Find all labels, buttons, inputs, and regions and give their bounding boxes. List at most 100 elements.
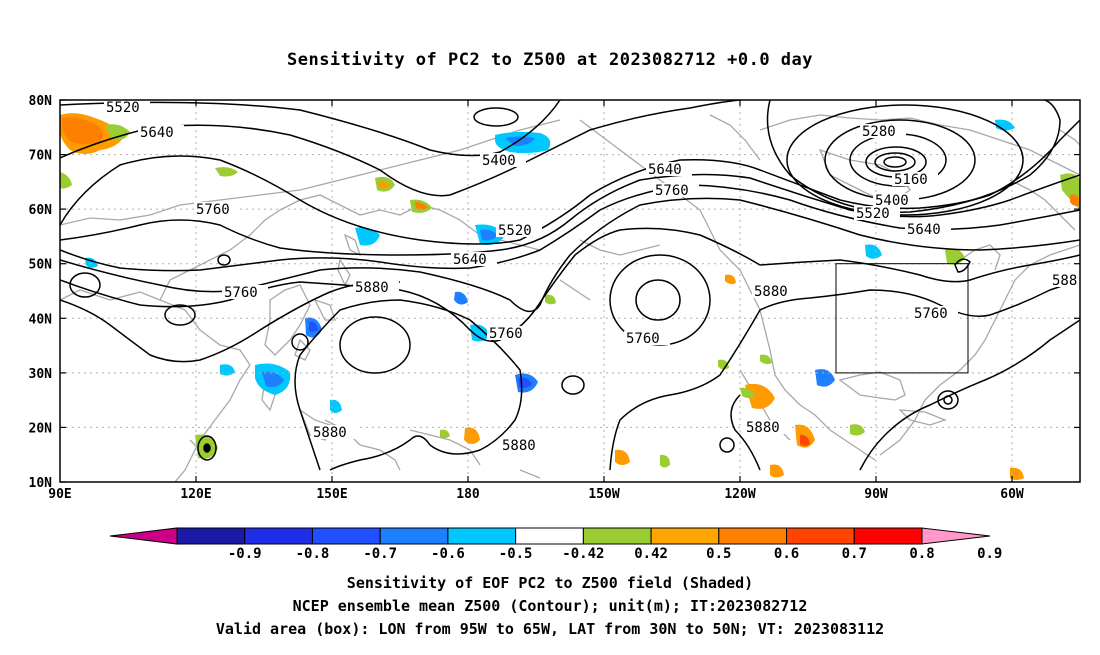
- contour-label-text: 5760: [655, 183, 689, 199]
- colorbar-label: 0.5: [706, 546, 731, 562]
- colorbar-label: -0.9: [228, 546, 262, 562]
- contour-line: [874, 152, 916, 172]
- contour-label-text: 5400: [482, 153, 516, 169]
- colorbar-box: [379, 527, 449, 545]
- contour-label-text: 588: [1052, 273, 1077, 289]
- plot-frame: [59, 99, 1081, 483]
- contour-line: [766, 100, 1061, 213]
- contour-label: 5880: [353, 280, 399, 296]
- contour-label: 5760: [487, 326, 533, 342]
- shade-patch-orange: [378, 181, 390, 189]
- contour-label-text: 5400: [875, 193, 909, 209]
- contour-line: [635, 279, 681, 321]
- shade-patch-lightblue: [470, 324, 490, 342]
- contour-line: [883, 156, 907, 168]
- colorbar-box: [515, 527, 584, 545]
- contour-line: [291, 333, 309, 351]
- contour-label: 5880: [744, 420, 790, 436]
- shade-patch-blue: [454, 291, 468, 305]
- colorbar-label: 0.9: [977, 546, 1002, 562]
- contour-line: [60, 119, 1080, 245]
- tick-marks: [60, 99, 1080, 483]
- lon-label: 150E: [316, 487, 347, 502]
- contour-label-text: 5760: [914, 306, 948, 322]
- colorbar-label: -0.7: [363, 546, 397, 562]
- contour-line: [60, 229, 621, 342]
- shade-patch-green: [60, 172, 72, 189]
- colorbar-label: 0.6: [774, 546, 799, 562]
- colorbar-label: 0.8: [909, 546, 934, 562]
- colorbar-label: -0.5: [499, 546, 533, 562]
- shade-patch-blue: [480, 229, 498, 241]
- contour-label-text: 5760: [196, 202, 230, 218]
- lat-label: 10N: [29, 476, 53, 491]
- contour-label: 588: [1050, 273, 1080, 289]
- caption-line-1: Sensitivity of EOF PC2 to Z500 field (Sh…: [346, 574, 754, 592]
- lat-labels: 80N 70N 60N 50N 40N 30N 20N 10N: [29, 94, 53, 491]
- contour-label-text: 5880: [746, 420, 780, 436]
- lon-label: 150W: [588, 487, 619, 502]
- contour-line: [730, 394, 761, 471]
- contour-label: 5760: [624, 331, 670, 347]
- contour-line: [561, 375, 585, 395]
- shade-patch-lightblue: [865, 244, 882, 259]
- shade-patch-green: [740, 387, 755, 398]
- colorbar-label: 0.7: [842, 546, 867, 562]
- contour-line: [609, 279, 1080, 471]
- colorbar-box: [786, 527, 855, 545]
- contour-label: 5760: [912, 306, 958, 322]
- shade-patch-green: [760, 354, 772, 365]
- contour-label: 5520: [854, 206, 900, 222]
- contour-label: 5640: [646, 162, 692, 178]
- lat-label: 40N: [29, 312, 53, 327]
- contour-label-text: 5760: [626, 331, 660, 347]
- contour-label-text: 5760: [489, 326, 523, 342]
- contour-line: [943, 395, 953, 405]
- colorbar-box: [650, 527, 720, 545]
- shade-patch-darkblue: [309, 321, 318, 332]
- lon-label: 120E: [180, 487, 211, 502]
- contour-line: [60, 173, 1080, 256]
- shade-patch-darkorange: [62, 117, 104, 144]
- colorbar-box: [311, 527, 381, 545]
- contour-label: 5880: [500, 438, 546, 454]
- chart-title: Sensitivity of PC2 to Z500 at 2023082712…: [286, 50, 813, 70]
- contour-label: 5760: [194, 202, 240, 218]
- shade-patch-darkorange: [415, 202, 428, 210]
- colorbar-label: -0.6: [431, 546, 465, 562]
- caption-line-2: NCEP ensemble mean Z500 (Contour); unit(…: [292, 597, 808, 615]
- contour-label-text: 5520: [498, 223, 532, 239]
- colorbar-arrow-left: [109, 527, 178, 545]
- lon-label: 60W: [1000, 487, 1024, 502]
- shade-patch-red: [800, 434, 810, 446]
- contour-label: 5640: [138, 125, 184, 141]
- contour-line: [203, 443, 211, 453]
- contour-line: [719, 437, 735, 453]
- shade-patch-orange: [725, 274, 736, 285]
- shade-patch-lightblue: [330, 399, 342, 413]
- contour-label-text: 5160: [894, 172, 928, 188]
- contour-label: 5640: [905, 222, 951, 238]
- colorbar-label: -0.42: [562, 546, 604, 562]
- contour-line: [339, 316, 411, 374]
- lat-label: 80N: [29, 94, 53, 109]
- colorbar-label: 0.42: [634, 546, 668, 562]
- contour-line: [473, 107, 519, 127]
- contour-label-text: 5880: [502, 438, 536, 454]
- colorbar-box: [447, 527, 517, 545]
- lon-label: 90W: [864, 487, 888, 502]
- contour-label: 5400: [480, 153, 526, 169]
- shade-patch-lightblue: [355, 227, 380, 246]
- contour-label-text: 5880: [355, 280, 389, 296]
- contour-label-text: 5640: [648, 162, 682, 178]
- shade-patch-green: [215, 167, 238, 177]
- contour-label: 5880: [752, 284, 798, 300]
- shade-patch-orange: [1010, 467, 1024, 480]
- colorbar-label: -0.8: [296, 546, 330, 562]
- contour-label-text: 5880: [313, 425, 347, 441]
- shade-patch-blue: [262, 371, 284, 388]
- colorbar-box: [853, 527, 923, 545]
- contour-label-text: 5280: [862, 124, 896, 140]
- contour-label: 5520: [104, 100, 150, 116]
